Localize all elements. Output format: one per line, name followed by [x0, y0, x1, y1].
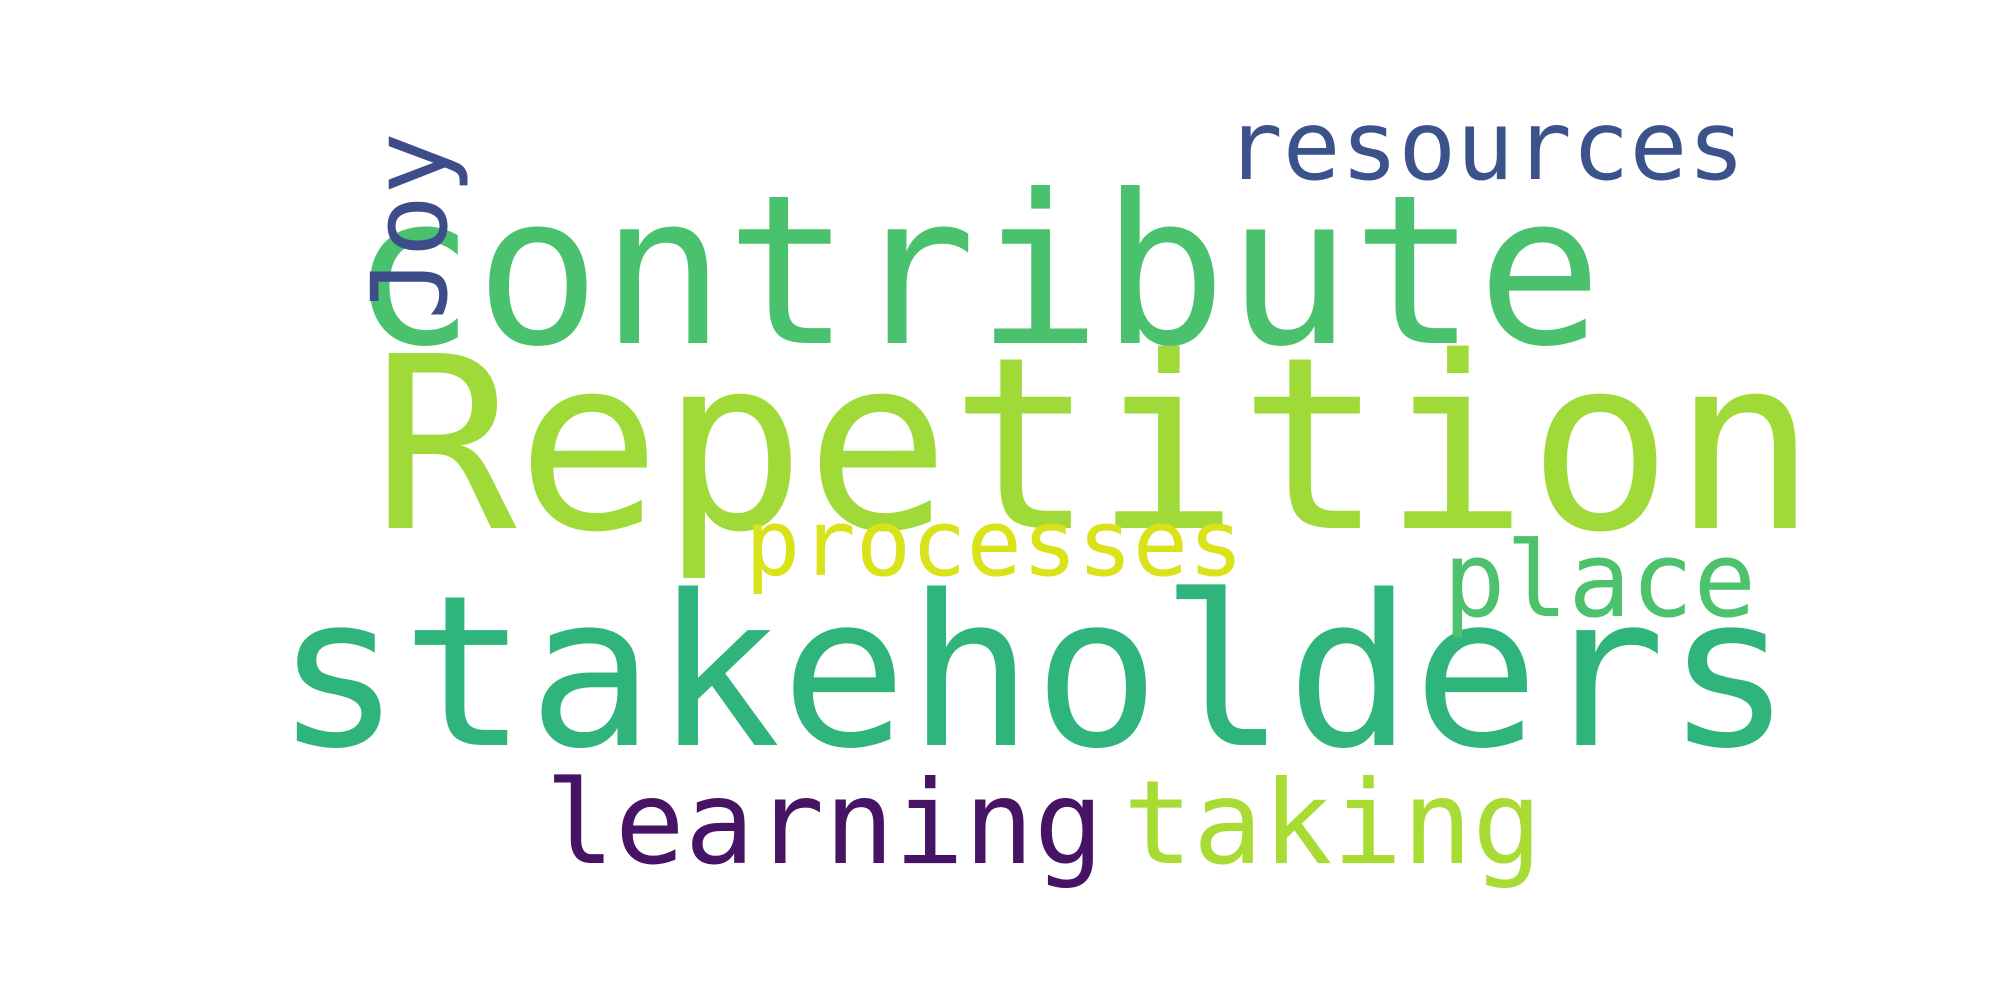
word-stakeholders: stakeholders [275, 550, 1793, 795]
word-processes: processes [745, 490, 1244, 597]
word-resources: resources [1225, 90, 1746, 202]
word-contribute: contribute [350, 151, 1603, 393]
word-joy: Joy [349, 132, 471, 320]
word-learning: learning [545, 756, 1104, 891]
word-place: place [1443, 519, 1757, 641]
word-taking: taking [1123, 756, 1543, 891]
word-repetition: Repetition [372, 305, 1817, 585]
